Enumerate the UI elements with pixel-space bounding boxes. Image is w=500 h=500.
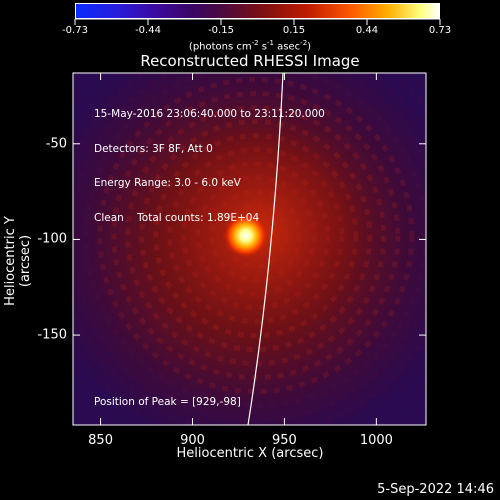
energy-range: Energy Range: 3.0 - 6.0 keV [94, 177, 241, 189]
observation-info: 15-May-2016 23:06:40.000 to 23:11:20.000… [94, 86, 325, 236]
y-tick-label: -50 [45, 136, 67, 152]
y-axis-label: Heliocentric Y (arcsec) [3, 216, 33, 306]
colorbar-tick-label: -0.15 [208, 25, 234, 36]
colorbar-tick-label: 0.15 [282, 25, 306, 36]
colorbar-tick-label: 0.44 [355, 25, 379, 36]
y-tick-label: -150 [37, 327, 67, 343]
x-tick-label: 850 [88, 433, 113, 448]
peak-position: Position of Peak = [929,-98] [94, 396, 241, 408]
colorbar-tick-label: -0.44 [135, 25, 161, 36]
time-range: 15-May-2016 23:06:40.000 to 23:11:20.000 [94, 108, 325, 120]
x-tick-label: 950 [272, 433, 297, 448]
colorbar-units: (photons cm-2 s-1 asec-2) [188, 39, 312, 53]
x-tick-label: 1000 [359, 433, 393, 448]
sidelobe-ring [125, 105, 387, 367]
colorbar-axis [74, 18, 441, 25]
detectors: Detectors: 3F 8F, Att 0 [94, 142, 213, 155]
x-axis-label: Heliocentric X (arcsec) [176, 446, 324, 461]
x-tick-label: 900 [180, 433, 205, 448]
chart-title: Reconstructed RHESSI Image [140, 52, 360, 70]
total-counts: Clean Total counts: 1.89E+04 [94, 211, 260, 224]
y-tick-label: -100 [37, 231, 67, 247]
flare-peak [223, 213, 268, 258]
footer-date: 5-Sep-2022 14:46 [377, 482, 494, 497]
colorbar-tick-label: 0.73 [428, 25, 452, 36]
sidelobe-ring [97, 77, 415, 395]
solar-limb-curve [247, 73, 284, 425]
sidelobe-ring [111, 91, 401, 381]
sidelobe-ring [73, 73, 426, 423]
colorbar-tick-label: -0.73 [62, 25, 88, 36]
